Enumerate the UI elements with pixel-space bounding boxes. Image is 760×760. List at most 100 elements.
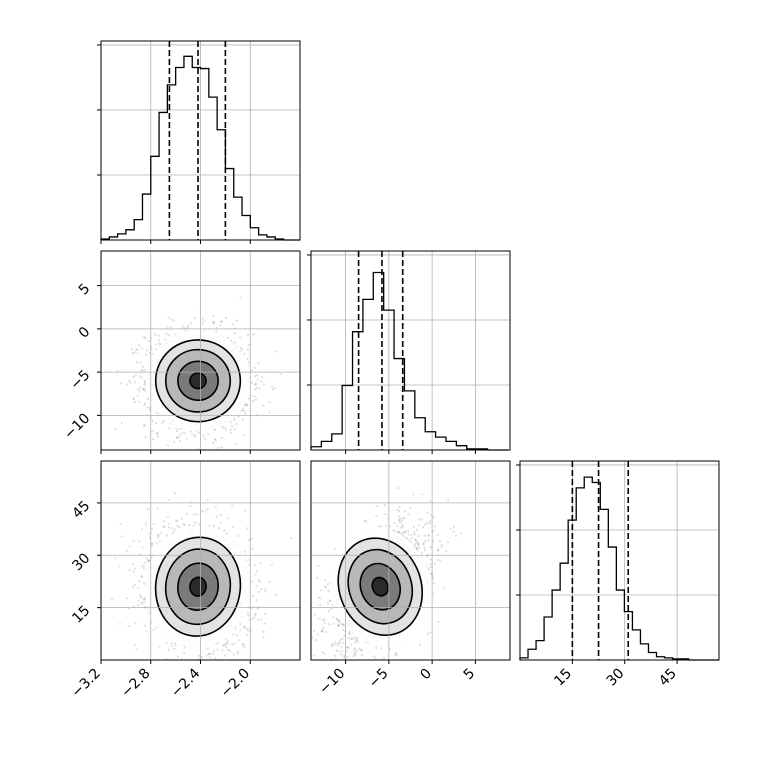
sample-point [279,372,282,376]
sample-point [243,625,246,628]
sample-point [195,513,199,516]
sample-point [422,543,425,546]
sample-point [205,654,208,657]
sample-point [143,582,146,585]
sample-point [254,375,257,378]
sample-point [221,426,225,429]
sample-point [253,366,257,369]
sample-point [245,404,249,407]
sample-point [428,631,431,634]
sample-point [155,343,158,346]
sample-point [403,510,406,513]
sample-point [341,637,344,641]
sample-point [220,320,224,323]
sample-point [429,562,432,565]
sample-point [165,534,169,537]
sample-point [133,351,136,354]
sample-point [258,387,261,390]
sample-point [401,524,404,527]
sample-point [398,531,401,534]
sample-point [158,339,161,342]
sample-point [141,369,144,372]
sample-point [397,486,400,490]
sample-point [418,643,422,646]
sample-point [137,599,140,602]
sample-point [231,526,235,529]
sample-point [166,444,170,447]
sample-point [429,514,433,517]
sample-point [232,653,235,656]
sample-point [162,419,166,423]
sample-point [217,446,220,450]
sample-point [142,567,146,570]
sample-point [427,566,430,569]
sample-point [421,493,424,496]
sample-point [339,639,342,642]
sample-point [262,630,265,633]
sample-point [229,649,232,652]
sample-point [138,344,141,347]
sample-point [164,338,167,341]
sample-point [142,388,145,391]
sample-point [264,587,267,590]
sample-point [140,574,143,578]
sample-point [316,633,319,636]
sample-point [216,326,219,329]
sample-point [214,657,217,660]
sample-point [439,539,442,542]
sample-point [175,436,178,439]
sample-point [320,629,323,632]
sample-point [343,654,346,657]
sample-point [333,547,337,550]
sample-point [239,346,243,350]
sample-point [181,431,184,435]
sample-point [176,429,179,433]
sample-point [212,314,215,317]
sample-point [152,522,155,526]
sample-point [221,437,224,440]
sample-point [396,525,399,528]
sample-point [135,361,139,364]
sample-point [433,525,436,528]
sample-point [424,539,427,543]
sample-point [143,423,146,427]
sample-point [138,553,141,556]
sample-point [143,403,146,406]
sample-point [229,428,232,431]
sample-point [183,523,186,526]
sample-point [144,389,147,392]
sample-point [141,387,144,390]
sample-point [187,524,190,527]
sample-point [429,519,432,522]
sample-point [142,335,146,339]
sample-point [143,387,146,390]
sample-point [347,632,351,635]
sample-point [136,388,140,391]
sample-point [237,415,240,418]
sample-point [247,397,250,400]
sample-point [408,539,411,542]
sample-point [402,530,406,533]
sample-point [356,637,359,640]
sample-point [421,525,424,529]
sample-point [235,319,238,322]
sample-point [350,644,353,647]
sample-point [207,432,210,436]
sample-point [403,531,406,534]
sample-point [180,517,183,520]
sample-point [117,565,120,568]
sample-point [290,537,293,540]
sample-point [338,641,341,644]
sample-point [133,583,136,586]
sample-point [208,656,211,659]
sample-point [206,498,209,502]
sample-point [268,401,271,404]
sample-point [239,336,242,339]
sample-point [342,628,345,632]
sample-point [242,626,246,629]
sample-point [166,326,169,329]
sample-point [255,585,258,588]
sample-point [138,400,141,404]
sample-point [327,589,330,592]
sample-point [429,558,432,561]
